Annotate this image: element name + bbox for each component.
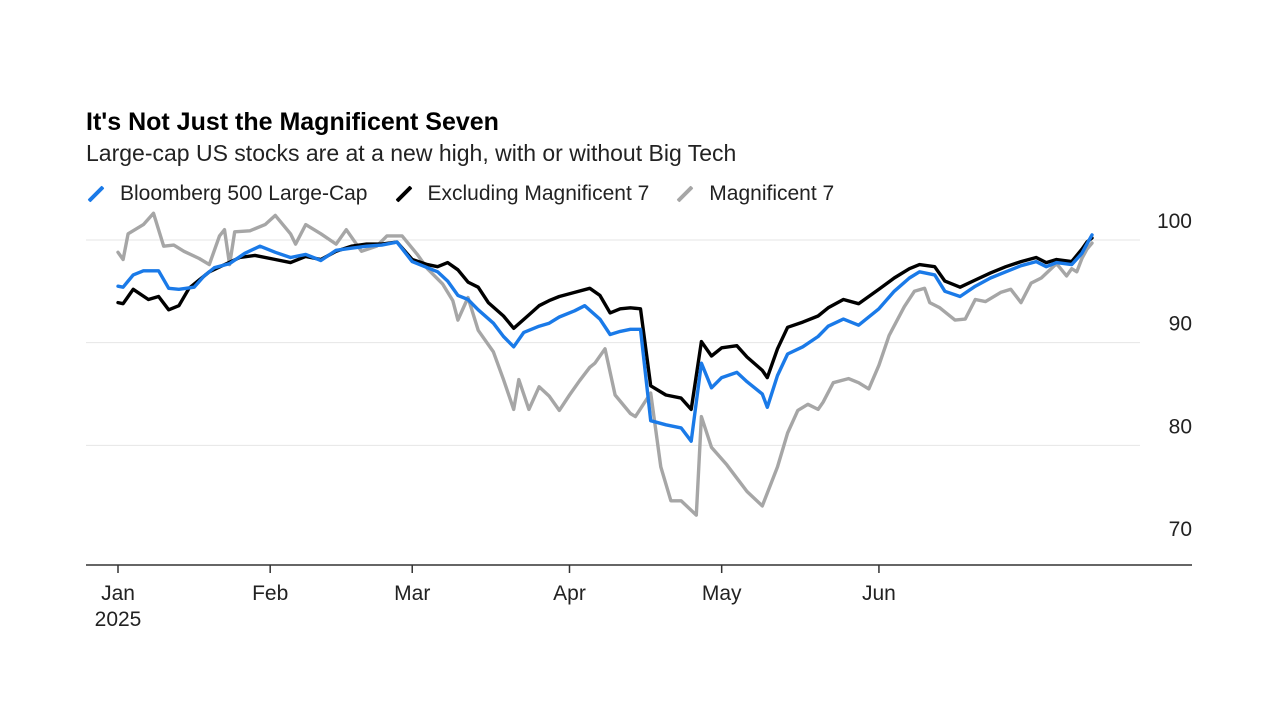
legend-item-excluding-mag7: Excluding Magnificent 7: [394, 182, 650, 206]
x-tick-label: Feb: [252, 582, 288, 605]
x-tick-label: Jan: [101, 582, 135, 605]
chart-subtitle: Large-cap US stocks are at a new high, w…: [86, 140, 737, 166]
legend-label: Magnificent 7: [709, 182, 835, 205]
x-tick-label: Apr: [553, 582, 586, 605]
legend-label: Bloomberg 500 Large-Cap: [120, 182, 368, 205]
chart-legend: Bloomberg 500 Large-Cap Excluding Magnif…: [86, 182, 860, 206]
x-axis: Jan 2025 Feb Mar Apr May Jun: [86, 564, 1192, 631]
series-line-excluding-magnificent-7: [116, 236, 1094, 412]
legend-item-mag7: Magnificent 7: [675, 182, 834, 206]
y-tick-label: 80: [1169, 415, 1192, 438]
y-tick-label: 70: [1169, 518, 1192, 541]
legend-item-bloomberg-500: Bloomberg 500 Large-Cap: [86, 182, 368, 206]
x-tick-label: Mar: [394, 582, 430, 605]
gridlines: [86, 239, 1140, 446]
chart-title: It's Not Just the Magnificent Seven: [86, 108, 499, 136]
x-tick-label: Jun: [862, 582, 896, 605]
y-axis-labels: 70 80 90 100: [1157, 210, 1192, 541]
y-tick-label: 100: [1157, 210, 1192, 233]
x-tick-label: May: [702, 582, 742, 605]
x-tick-year-label: 2025: [95, 608, 142, 631]
series-line-bloomberg-500-large-cap: [116, 233, 1094, 443]
y-tick-label: 90: [1169, 313, 1192, 336]
legend-label: Excluding Magnificent 7: [427, 182, 650, 205]
series-lines: [116, 211, 1094, 517]
series-line-magnificent-7: [116, 211, 1094, 517]
